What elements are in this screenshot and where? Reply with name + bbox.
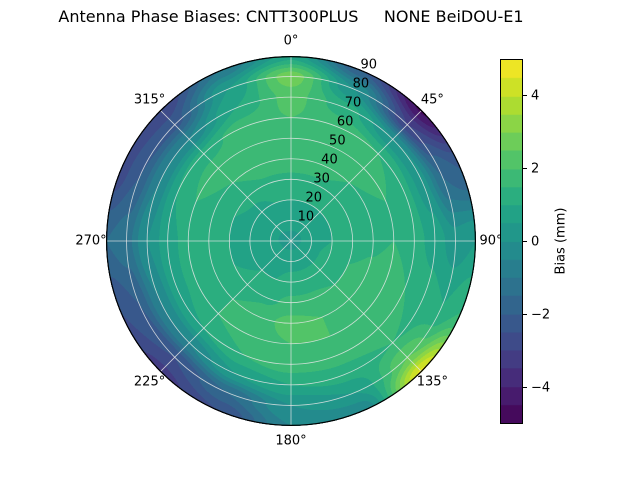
colorbar-tick-label: 0: [531, 234, 540, 249]
r-tick-label: 30: [313, 171, 330, 187]
theta-tick-label: 225°: [133, 374, 166, 390]
colorbar-canvas: [500, 59, 523, 424]
r-tick-label: 10: [297, 209, 315, 225]
r-tick-label: 60: [336, 114, 354, 130]
theta-tick-label: 270°: [75, 233, 107, 249]
colorbar-tick-label: −2: [531, 307, 551, 322]
polar-field-canvas: [106, 56, 476, 426]
r-tick-label: 70: [344, 95, 362, 111]
theta-tick-label: 135°: [416, 374, 449, 390]
colorbar-tick-label: 2: [531, 161, 540, 176]
theta-tick-label: 180°: [275, 433, 307, 449]
r-tick-label: 40: [321, 152, 338, 168]
r-tick-label: 90: [360, 57, 378, 73]
polar-plot: 0° 45° 90° 135° 180° 225° 270° 315° 10 20 30 40 50 60…: [75, 34, 502, 449]
chart-title: Antenna Phase Biases: CNTT300PLUS NONE B…: [58, 7, 524, 26]
theta-tick-label: 90°: [479, 233, 503, 249]
theta-tick-label: 45°: [420, 92, 444, 108]
r-tick-label: 20: [305, 190, 322, 206]
r-tick-label: 80: [352, 76, 370, 92]
colorbar-tick: [523, 95, 527, 96]
colorbar-tick: [523, 168, 527, 169]
colorbar-tick-label: 4: [531, 88, 540, 103]
r-tick-label: 50: [329, 133, 346, 149]
colorbar-tick: [523, 387, 527, 388]
colorbar-label: Bias (mm): [553, 207, 569, 275]
theta-tick-label: 0°: [283, 33, 299, 49]
colorbar-tick: [523, 241, 527, 242]
colorbar-tick: [523, 314, 527, 315]
colorbar-tick-label: −4: [531, 380, 551, 395]
colorbar: 4 2 0 −2 −4: [500, 59, 550, 424]
theta-tick-label: 315°: [133, 92, 166, 108]
